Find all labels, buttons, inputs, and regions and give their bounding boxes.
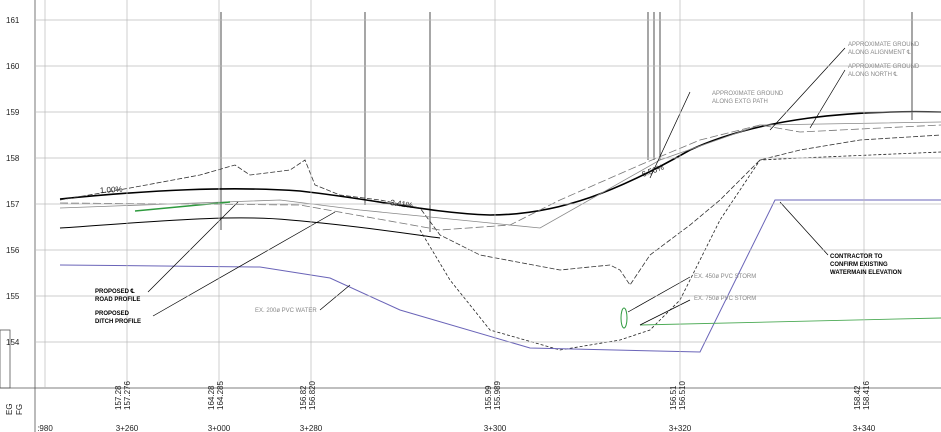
callout: PROPOSED ℄: [95, 288, 135, 295]
callout: APPROXIMATE GROUND: [848, 64, 920, 70]
row-label: FG: [15, 404, 24, 415]
station-value: 156.510: [678, 381, 687, 410]
row-label: EG: [5, 403, 14, 415]
elevation-label: 156: [6, 246, 20, 255]
station-value: 158.42: [853, 385, 862, 410]
grade-label: 3.41%: [390, 198, 414, 210]
elevation-label: 157: [6, 200, 20, 209]
callout: CONFIRM EXISTING: [830, 262, 888, 268]
grade-label: 1.00%: [100, 185, 123, 195]
station-value: 156.820: [308, 381, 317, 410]
callout: EX. 200ø PVC WATER: [255, 308, 317, 314]
elevation-label: 159: [6, 108, 20, 117]
station-label: 3+260: [116, 424, 139, 432]
callout: APPROXIMATE GROUND: [848, 42, 920, 48]
callout: ALONG ALIGNMENT ℄: [848, 50, 911, 56]
elevation-label: 154: [6, 338, 20, 347]
callout: PROPOSED: [95, 311, 130, 317]
callout: ALONG EXTG PATH: [712, 99, 768, 105]
callout: EX. 750ø PVC STORM: [694, 296, 756, 302]
station-value: 155.989: [493, 381, 502, 410]
callout: ALONG NORTH ℄: [848, 72, 898, 78]
station-value: 158.416: [862, 381, 871, 410]
callout: WATERMAIN ELEVATION: [830, 270, 902, 276]
station-label: 3+280: [300, 424, 323, 432]
callout: CONTRACTOR TO: [830, 254, 883, 260]
elevation-label: 161: [6, 16, 20, 25]
station-label: 3+340: [853, 424, 876, 432]
station-label: 3+000: [208, 424, 231, 432]
station-label: 3+300: [484, 424, 507, 432]
elevation-label: 160: [6, 62, 20, 71]
elevation-label: 158: [6, 154, 20, 163]
station-value: 157.28: [114, 385, 123, 410]
callout: APPROXIMATE GROUND: [712, 91, 784, 97]
callout: EX. 450ø PVC STORM: [694, 274, 756, 280]
grade-label: 6.56%: [641, 163, 665, 179]
station-value: 155.99: [484, 385, 493, 410]
callout: ROAD PROFILE: [95, 297, 140, 303]
elevation-label: 155: [6, 292, 20, 301]
station-value: 157.276: [123, 381, 132, 410]
station-value: 164.285: [216, 381, 225, 410]
station-value: 156.51: [669, 385, 678, 410]
callout: DITCH PROFILE: [95, 319, 141, 325]
station-label: :980: [37, 424, 53, 432]
station-value: 164.28: [207, 385, 216, 410]
station-label: 3+320: [669, 424, 692, 432]
station-value: 156.82: [299, 385, 308, 410]
